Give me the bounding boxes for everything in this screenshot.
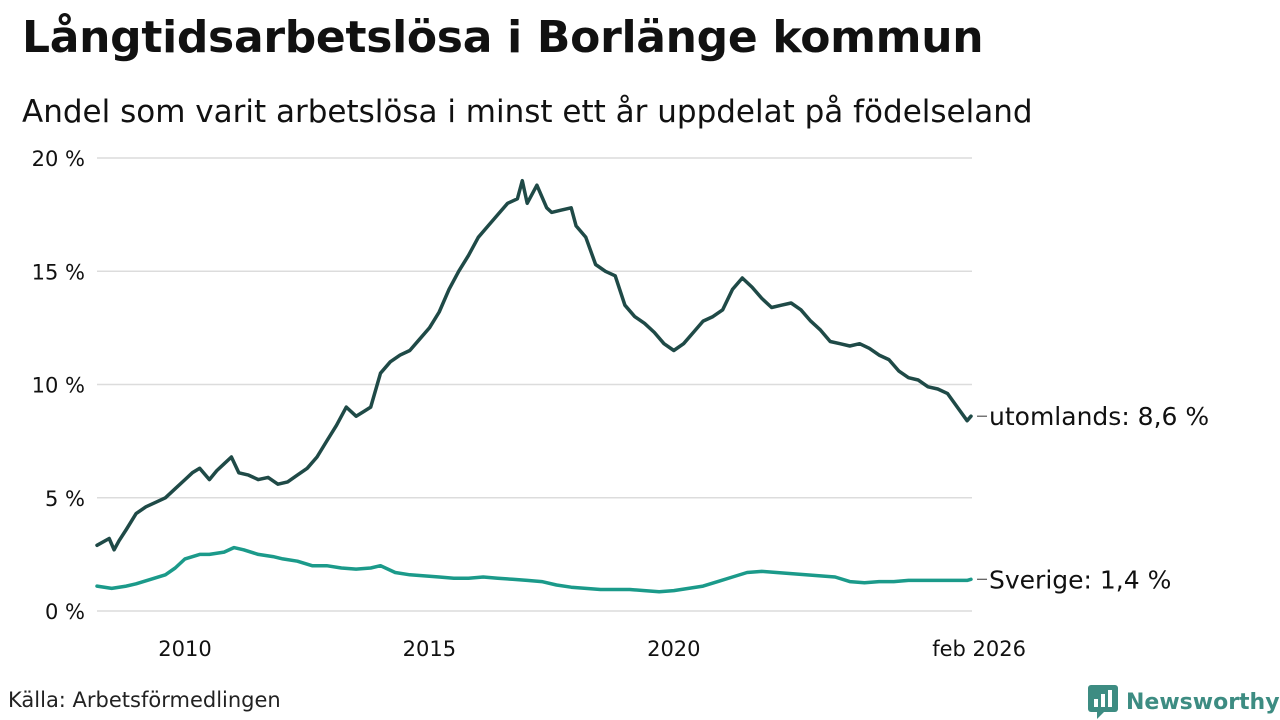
source-note: Källa: Arbetsförmedlingen: [8, 688, 281, 712]
x-tick-label: 2010: [158, 637, 211, 661]
chart-title: Långtidsarbetslösa i Borlänge kommun: [22, 12, 984, 63]
x-tick-label: 2020: [647, 637, 700, 661]
series-line-utomlands: [95, 178, 973, 552]
y-tick-label: 0 %: [45, 600, 85, 624]
x-tick-label: feb 2026: [932, 637, 1026, 661]
series-end-label-sverige: Sverige: 1,4 %: [989, 565, 1171, 594]
brand-name: Newsworthy: [1126, 689, 1280, 715]
series-line-sverige: [95, 545, 973, 594]
chart-subtitle: Andel som varit arbetslösa i minst ett å…: [22, 94, 1033, 130]
newsworthy-logo: Newsworthy: [1088, 684, 1280, 720]
y-tick-label: 20 %: [32, 147, 85, 171]
y-tick-label: 15 %: [32, 260, 85, 284]
newsworthy-logo-icon: [1088, 685, 1118, 719]
series-end-label-utomlands: utomlands: 8,6 %: [989, 402, 1209, 431]
y-tick-label: 5 %: [45, 487, 85, 511]
y-tick-label: 10 %: [32, 374, 85, 398]
x-tick-label: 2015: [403, 637, 456, 661]
